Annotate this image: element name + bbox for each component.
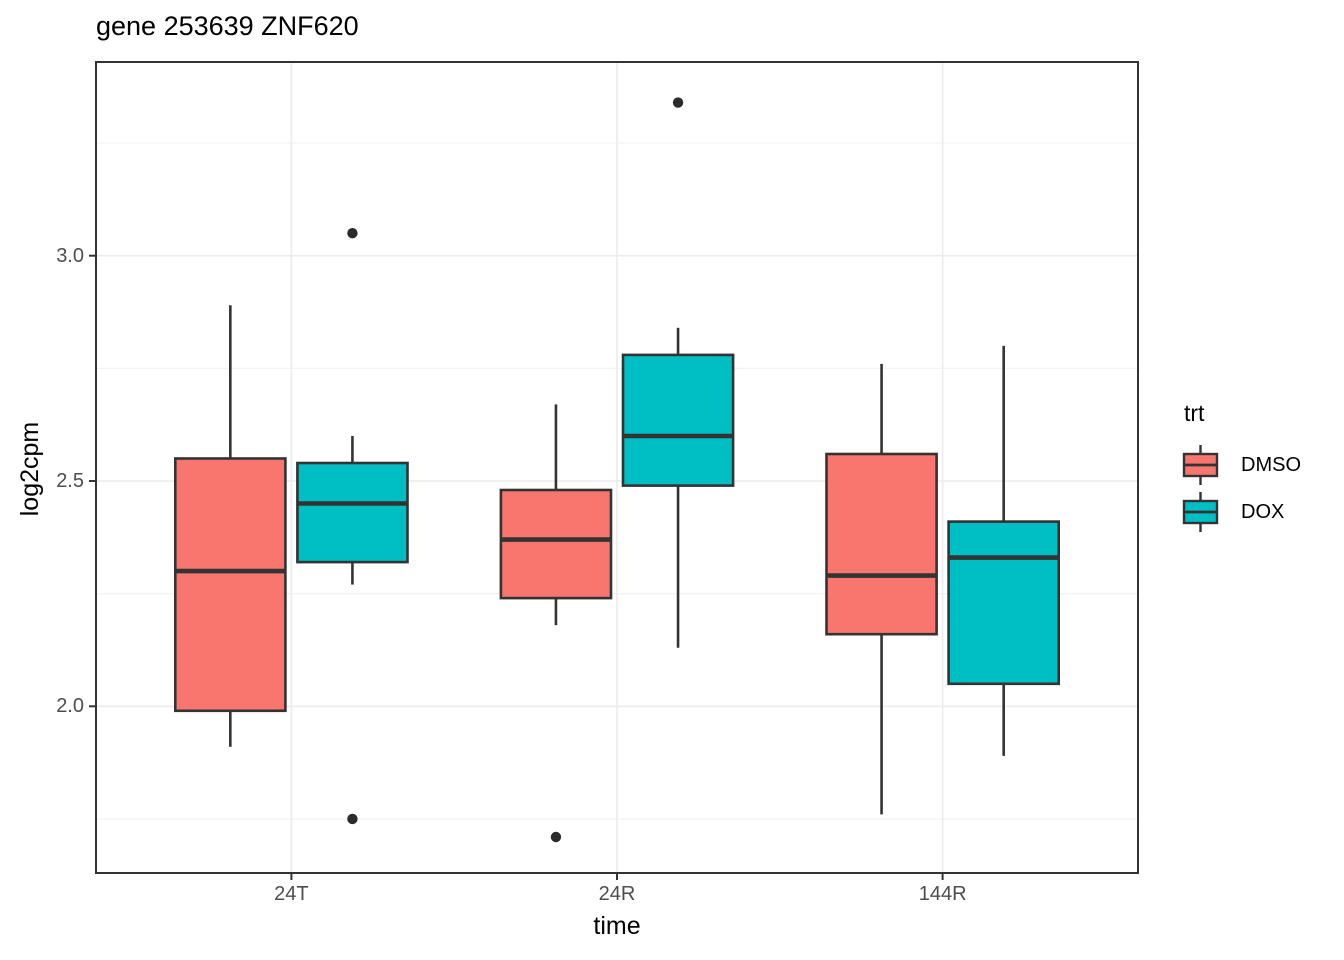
boxplot-144R-DMSO: [825, 363, 938, 815]
x-tick-label: 24T: [274, 883, 309, 905]
boxplot-24R-DOX: [621, 97, 735, 648]
outlier-point: [347, 813, 358, 825]
box: [174, 457, 287, 713]
box: [947, 520, 1060, 686]
outlier-point: [672, 97, 684, 108]
y-tick-label: 2.0: [56, 695, 84, 718]
boxplot-24T-DMSO: [174, 305, 287, 747]
boxplot-24R-DMSO: [499, 404, 613, 843]
legend-entry-dmso: DMSO: [1182, 443, 1301, 487]
boxplot-key-icon: [1182, 445, 1219, 485]
legend-label: DOX: [1241, 500, 1285, 523]
plot-title: gene 253639 ZNF620: [96, 11, 359, 41]
outlier-point: [347, 228, 358, 239]
outlier-point: [550, 831, 562, 843]
boxplot-24T-DOX: [296, 228, 409, 825]
box: [296, 461, 409, 564]
y-tick-label: 3.0: [56, 244, 84, 267]
x-tick-label: 24R: [598, 883, 636, 905]
legend: trt DMSO DOX: [1182, 400, 1301, 537]
boxplot-144R-DOX: [947, 345, 1060, 756]
x-tick-label: 144R: [918, 883, 967, 905]
box: [621, 353, 735, 487]
legend-entry-dox: DOX: [1182, 490, 1301, 534]
box: [825, 452, 938, 636]
y-tick-label: 2.5: [56, 470, 84, 493]
legend-label: DMSO: [1241, 453, 1301, 476]
legend-title: trt: [1184, 400, 1205, 426]
boxplot-key-icon: [1182, 492, 1219, 532]
x-axis-title: time: [593, 912, 641, 940]
box: [499, 488, 613, 600]
